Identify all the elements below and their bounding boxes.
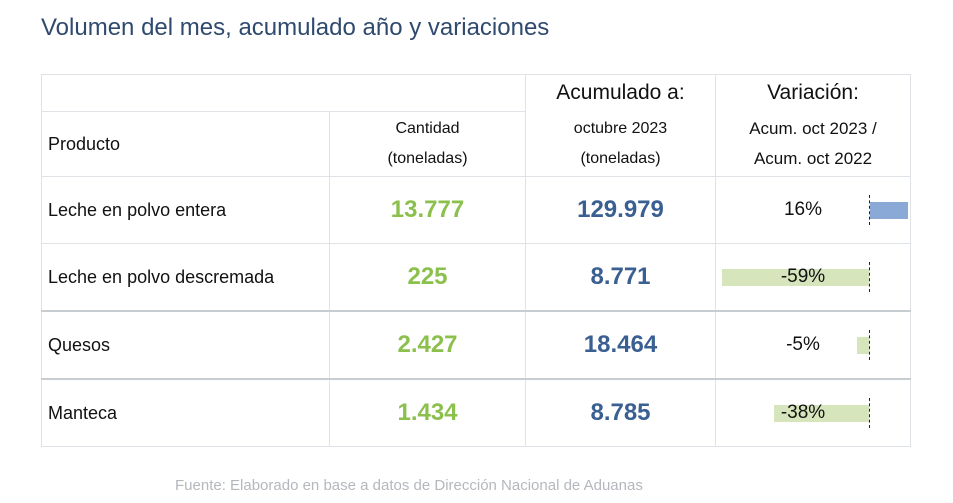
variation-bar-area: -5% [716, 312, 910, 378]
row-producto: Quesos [41, 310, 330, 380]
source-note: Fuente: Elaborado en base a datos de Dir… [175, 477, 643, 494]
header-empty-cell [41, 74, 526, 112]
row-acumulado: 129.979 [525, 176, 716, 244]
variation-bar [721, 269, 869, 286]
variation-label-wrap: 16% [716, 177, 910, 243]
variation-label: -59% [780, 266, 826, 287]
header-variacion: Acum. oct 2023 / Acum. oct 2022 [715, 111, 911, 177]
row-producto: Leche en polvo descremada [41, 243, 330, 312]
page-title: Volumen del mes, acumulado año y variaci… [41, 14, 550, 41]
data-table-container: Acumulado a: Variación: Producto Cantida… [41, 74, 911, 447]
row-cantidad: 1.434 [329, 378, 526, 447]
header-row-top: Acumulado a: Variación: [41, 74, 911, 112]
row-cantidad: 2.427 [329, 310, 526, 380]
row-producto: Leche en polvo entera [41, 176, 330, 244]
header-cantidad-line1: Cantidad [395, 120, 460, 137]
variation-axis [869, 398, 870, 428]
data-table: Acumulado a: Variación: Producto Cantida… [41, 74, 911, 447]
row-acumulado: 18.464 [525, 310, 716, 380]
header-acumulado-title: Acumulado a: [525, 74, 716, 112]
variation-label: -5% [786, 334, 820, 355]
table-row: Manteca 1.434 8.785 -38% [41, 378, 911, 447]
variation-axis [869, 262, 870, 292]
header-cantidad-line2: (toneladas) [387, 150, 468, 167]
variation-label: 16% [783, 199, 823, 220]
table-row: Leche en polvo descremada 225 8.771 -59% [41, 243, 911, 312]
variation-bar-area: 16% [716, 177, 910, 243]
header-row-bottom: Producto Cantidad (toneladas) octubre 20… [41, 111, 911, 177]
row-cantidad: 13.777 [329, 176, 526, 244]
header-acumulado-line2: octubre 2023 [573, 119, 668, 137]
variation-bar [856, 337, 869, 354]
header-variacion-line3: Acum. oct 2022 [753, 148, 873, 168]
header-cantidad: Cantidad (toneladas) [329, 111, 526, 177]
table-row: Quesos 2.427 18.464 -5% [41, 310, 911, 380]
row-variacion: 16% [715, 176, 911, 244]
variation-label-wrap: -5% [716, 312, 910, 378]
header-variacion-title: Variación: [715, 74, 911, 112]
variation-axis [869, 330, 870, 360]
row-acumulado: 8.785 [525, 378, 716, 447]
variation-label-wrap: -59% [716, 244, 910, 310]
table-row: Leche en polvo entera 13.777 129.979 16% [41, 176, 911, 244]
variation-bar [774, 405, 869, 422]
row-variacion: -5% [715, 310, 911, 380]
variation-axis [869, 195, 870, 225]
header-acumulado-line3: (toneladas) [580, 149, 661, 167]
variation-label: -38% [780, 402, 826, 423]
variation-bar-area: -59% [716, 244, 910, 310]
header-producto: Producto [41, 111, 330, 177]
row-cantidad: 225 [329, 243, 526, 312]
variation-label-wrap: -38% [716, 380, 910, 446]
row-variacion: -59% [715, 243, 911, 312]
variation-bar-area: -38% [716, 380, 910, 446]
row-variacion: -38% [715, 378, 911, 447]
header-acumulado: octubre 2023 (toneladas) [525, 111, 716, 177]
row-acumulado: 8.771 [525, 243, 716, 312]
header-variacion-line2: Acum. oct 2023 / [749, 118, 877, 138]
row-producto: Manteca [41, 378, 330, 447]
variation-bar [870, 202, 908, 219]
